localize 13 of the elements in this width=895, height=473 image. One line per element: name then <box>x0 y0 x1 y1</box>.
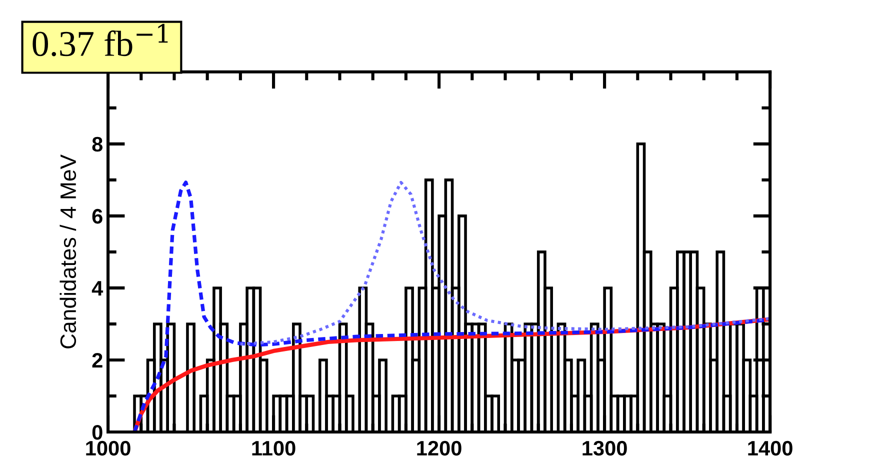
x-tick-label: 1100 <box>252 440 296 456</box>
x-tick-label: 1300 <box>582 440 627 456</box>
y-tick-label: 2 <box>92 352 102 368</box>
y-axis-title: Candidates / 4 MeV <box>60 154 76 348</box>
x-tick-label: 1200 <box>417 440 462 456</box>
y-tick-label: 4 <box>92 281 104 296</box>
line-series <box>238 180 770 346</box>
y-tick-label: 6 <box>92 208 102 224</box>
y-tick-label: 8 <box>92 136 103 152</box>
text: 0.37 fb$^{−1}$ <box>32 24 168 56</box>
x-tick-label: 1000 <box>86 440 130 456</box>
y-tick-label: 0 <box>92 424 102 440</box>
x-tick-label: 1400 <box>748 440 792 456</box>
